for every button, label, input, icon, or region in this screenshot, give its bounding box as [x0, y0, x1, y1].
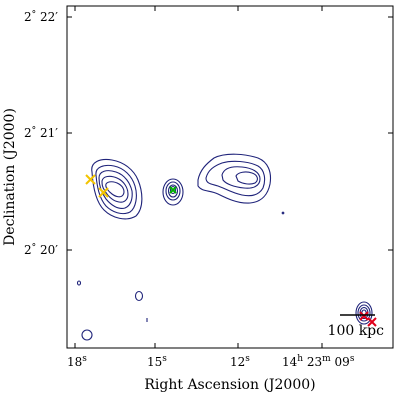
- green-cross-marker: [169, 186, 177, 194]
- y-tick-labels: 2° 22′ 2° 21′ 2° 20′: [24, 10, 58, 257]
- x-axis-title: Right Ascension (J2000): [144, 377, 315, 393]
- contours-noise-blobs: [76, 211, 285, 322]
- beam-ellipse: [81, 329, 93, 341]
- contours-left-source: [91, 158, 143, 220]
- y-tick-marks: [67, 16, 393, 251]
- x-tick-label-18s: 18s: [67, 354, 87, 369]
- red-cross-marker-1: [359, 311, 369, 321]
- y-tick-label-20: 2° 20′: [24, 243, 58, 257]
- x-tick-label-12s: 12s: [230, 354, 250, 369]
- x-tick-labels: 18s 15s 12s 14h 23m 09s: [67, 354, 355, 369]
- x-tick-label-09s: 14h 23m 09s: [282, 354, 355, 369]
- scale-bar-label: 100 kpc: [328, 323, 385, 339]
- yellow-cross-marker-2: [98, 187, 109, 198]
- contours-right-source: [197, 153, 272, 204]
- y-tick-label-21: 2° 21′: [24, 126, 58, 140]
- contours-middle-source: [162, 178, 184, 206]
- scale-bar: 100 kpc: [328, 314, 385, 339]
- x-tick-marks: [74, 6, 323, 348]
- y-tick-label-22: 2° 22′: [24, 10, 58, 24]
- yellow-cross-marker-1: [85, 174, 96, 185]
- red-cross-markers: [359, 311, 377, 327]
- plot-frame: [66, 5, 394, 349]
- x-tick-label-15s: 15s: [147, 354, 167, 369]
- yellow-cross-markers: [85, 174, 109, 198]
- y-axis-title: Declination (J2000): [2, 108, 18, 246]
- red-cross-marker-2: [367, 317, 377, 327]
